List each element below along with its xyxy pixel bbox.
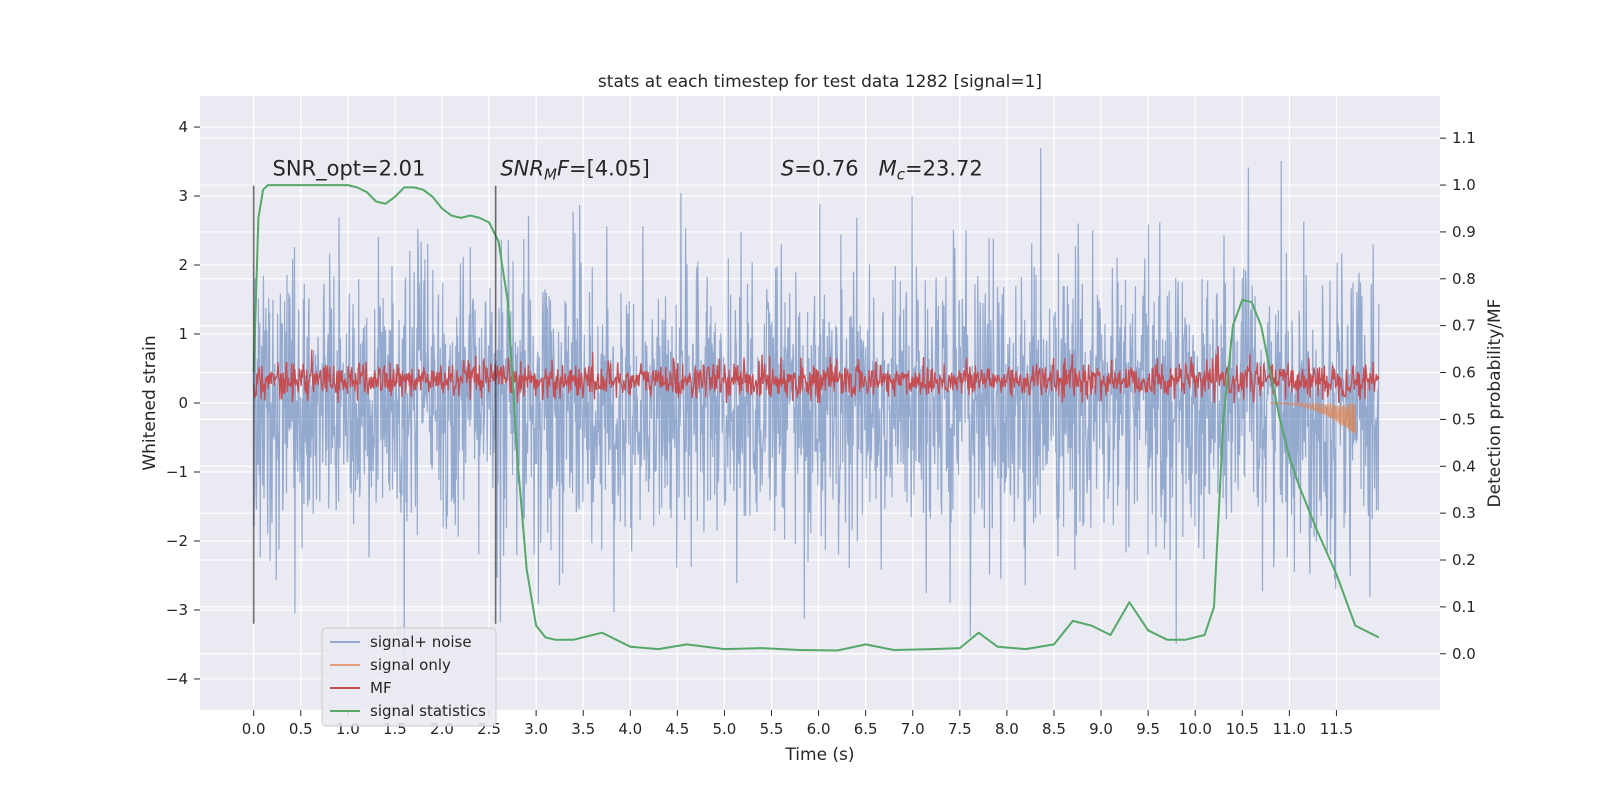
x-tick-label: 4.0 <box>618 720 642 738</box>
x-axis: 0.0 0.5 1.0 1.5 2.0 2.5 3.0 3.5 4.0 4.5 5.0 5.5 6.0 6… <box>242 710 1353 738</box>
x-tick-label: 6.5 <box>854 720 878 738</box>
y2-tick-label: 0.7 <box>1452 317 1476 335</box>
y2-tick-label: 0.5 <box>1452 410 1476 428</box>
y-tick-label: 1 <box>178 325 188 343</box>
y2-tick-label: 1.1 <box>1452 129 1476 147</box>
y-axis: −4 −3 −2 −1 0 1 2 3 4 <box>166 118 200 688</box>
x-tick-label: 10.0 <box>1178 720 1211 738</box>
y-tick-label: −4 <box>166 670 188 688</box>
series-signal-statistics-line <box>252 184 1380 652</box>
y-tick-label: 3 <box>178 187 188 205</box>
x-tick-label: 5.0 <box>713 720 737 738</box>
series-mf-line <box>253 345 1380 404</box>
y-tick-label: −3 <box>166 601 188 619</box>
y2-tick-label: 0.3 <box>1452 504 1476 522</box>
annotation-snr-opt: SNR_opt=2.01 <box>272 156 425 181</box>
y2-tick-label: 0.4 <box>1452 457 1476 475</box>
x-tick-label: 11.0 <box>1273 720 1306 738</box>
x-tick-label: 10.5 <box>1226 720 1259 738</box>
x-tick-label: 3.5 <box>571 720 595 738</box>
legend-label: signal statistics <box>370 702 486 720</box>
legend-label: signal+ noise <box>370 633 472 651</box>
y-tick-label: 4 <box>178 118 188 136</box>
vertical-markers <box>252 185 497 624</box>
y-axis-label: Whitened strain <box>140 335 160 470</box>
y2-tick-label: 0.6 <box>1452 364 1476 382</box>
x-tick-label: 8.0 <box>995 720 1019 738</box>
y2-tick-label: 0.1 <box>1452 598 1476 616</box>
y2-tick-label: 0.0 <box>1452 645 1476 663</box>
y-tick-label: −1 <box>166 463 188 481</box>
series-signal-noise-line <box>253 148 1380 664</box>
x-tick-label: 7.5 <box>948 720 972 738</box>
legend-label: signal only <box>370 656 451 674</box>
annotation-snr-mf: SNRMF=[4.05] <box>500 156 649 183</box>
x-tick-label: 8.5 <box>1042 720 1066 738</box>
legend: signal+ noise signal only MF signal statist… <box>321 627 497 727</box>
legend-label: MF <box>370 679 392 697</box>
y2-axis: 0.0 0.1 0.2 0.3 0.4 0.5 0.6 0.7 0.8 0.9 1.0 1.1 <box>1440 129 1476 663</box>
x-tick-label: 6.0 <box>807 720 831 738</box>
x-tick-label: 5.5 <box>760 720 784 738</box>
y2-tick-label: 0.9 <box>1452 223 1476 241</box>
series-layer <box>252 148 1380 664</box>
x-tick-label: 0.5 <box>289 720 313 738</box>
x-tick-label: 11.5 <box>1320 720 1353 738</box>
x-axis-label: Time (s) <box>784 745 854 765</box>
y2-tick-label: 0.2 <box>1452 551 1476 569</box>
legend-box <box>321 627 497 727</box>
annotations: SNR_opt=2.01 SNRMF=[4.05] S=0.76 Mc=23.72 <box>272 156 982 183</box>
x-tick-label: 7.0 <box>901 720 925 738</box>
y2-tick-label: 0.8 <box>1452 270 1476 288</box>
x-tick-label: 3.0 <box>524 720 548 738</box>
x-tick-label: 9.5 <box>1136 720 1160 738</box>
x-tick-label: 4.5 <box>665 720 689 738</box>
x-tick-label: 0.0 <box>242 720 266 738</box>
y-tick-label: 0 <box>178 394 188 412</box>
y-tick-label: −2 <box>166 532 188 550</box>
y2-tick-label: 1.0 <box>1452 176 1476 194</box>
y-tick-label: 2 <box>178 256 188 274</box>
annotation-s-mc: S=0.76 Mc=23.72 <box>781 156 983 183</box>
y2-axis-label: Detection probability/MF <box>1485 299 1505 508</box>
x-tick-label: 9.0 <box>1089 720 1113 738</box>
series-signal-only-line <box>1270 400 1357 434</box>
chart-title: stats at each timestep for test data 128… <box>598 72 1042 92</box>
